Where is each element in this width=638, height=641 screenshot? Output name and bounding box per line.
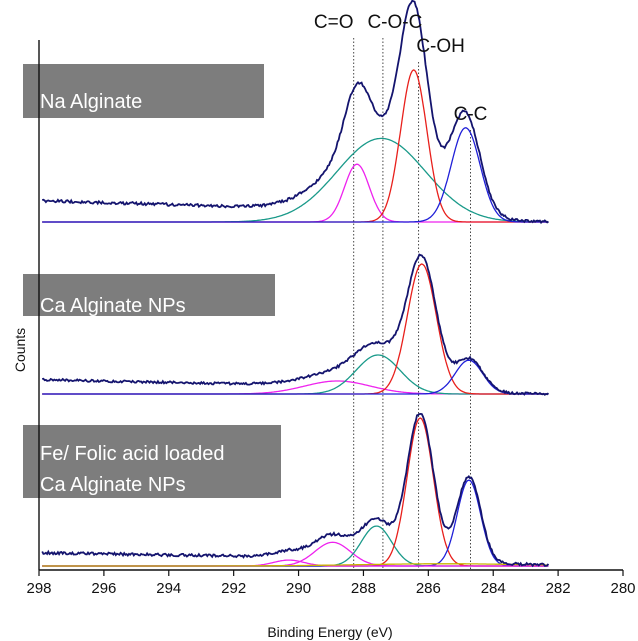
panel-1: Na Alginate — [23, 0, 549, 225]
x-tick-label-298: 298 — [26, 580, 51, 597]
peak-label-2: C-OH — [416, 36, 465, 57]
panel-3: Fe/ Folic acid loaded Ca Alginate NPs — [23, 412, 550, 568]
x-tick-label-290: 290 — [286, 580, 311, 597]
panel-2: Ca Alginate NPs — [23, 253, 550, 396]
component-extra-2 — [42, 563, 549, 567]
peak-label-0: C=O — [314, 12, 354, 33]
panel-label-box — [23, 64, 264, 118]
component-c-c — [42, 127, 549, 223]
x-tick-label-282: 282 — [546, 580, 571, 597]
x-tick-label-292: 292 — [221, 580, 246, 597]
peak-label-3: C-C — [454, 104, 488, 125]
axes — [38, 40, 623, 571]
envelope-spectrum — [41, 0, 549, 225]
y-axis-title: Counts — [12, 328, 28, 372]
panel-label-text: Ca Alginate NPs — [40, 295, 186, 317]
panel-label-text: Fe/ Folic acid loaded — [40, 443, 225, 465]
panel-label-text: Na Alginate — [40, 91, 142, 113]
peak-label-1: C-O-C — [367, 12, 422, 33]
x-tick-label-280: 280 — [610, 580, 635, 597]
x-tick-label-294: 294 — [156, 580, 181, 597]
x-tick-label-288: 288 — [351, 580, 376, 597]
peak-guide-lines — [353, 38, 471, 570]
envelope-spectrum — [41, 253, 550, 396]
component-c-c — [42, 359, 549, 395]
panel-label-box — [23, 425, 281, 498]
panel-label-text: Ca Alginate NPs — [40, 474, 186, 496]
panel-label-box — [23, 274, 275, 316]
x-tick-label-284: 284 — [481, 580, 506, 597]
x-tick-label-286: 286 — [416, 580, 441, 597]
x-ticks: 298 296 294 292 290 288 286 284 282 280 — [26, 570, 636, 597]
component-c-o — [42, 163, 549, 223]
component-c-o-c — [42, 137, 549, 223]
x-tick-label-296: 296 — [91, 580, 116, 597]
x-axis-title: Binding Energy (eV) — [267, 624, 392, 640]
peak-labels: C=O C-O-C C-OH C-C — [314, 12, 487, 125]
envelope-spectrum — [41, 412, 550, 568]
